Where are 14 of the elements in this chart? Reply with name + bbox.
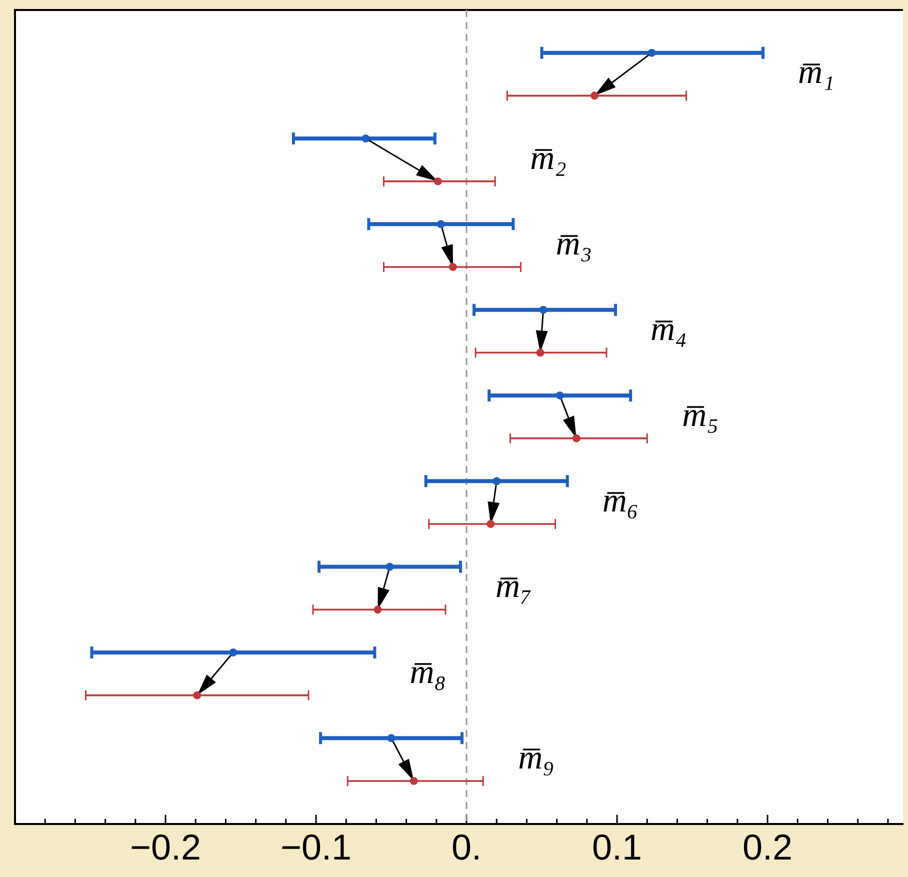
x-tick-label: 0.2 [742,826,793,868]
annotation: m̅₃ [556,226,592,263]
x-tick-label: 0.1 [592,826,642,868]
annotation: m̅₅ [682,396,719,434]
annotation: m̅₂ [530,140,566,177]
annotation: m̅₈ [410,654,446,691]
annotation: m̅₆ [602,482,639,520]
annotation: m̅₄ [650,311,687,348]
x-tick-label: 0. [452,826,482,868]
annotation: m̅₁ [798,54,834,92]
annotation: m̅₉ [518,739,554,776]
x-tick-label: −0.1 [280,826,352,868]
x-tick-label: −0.2 [130,826,202,868]
annotation: m̅₇ [496,568,532,606]
